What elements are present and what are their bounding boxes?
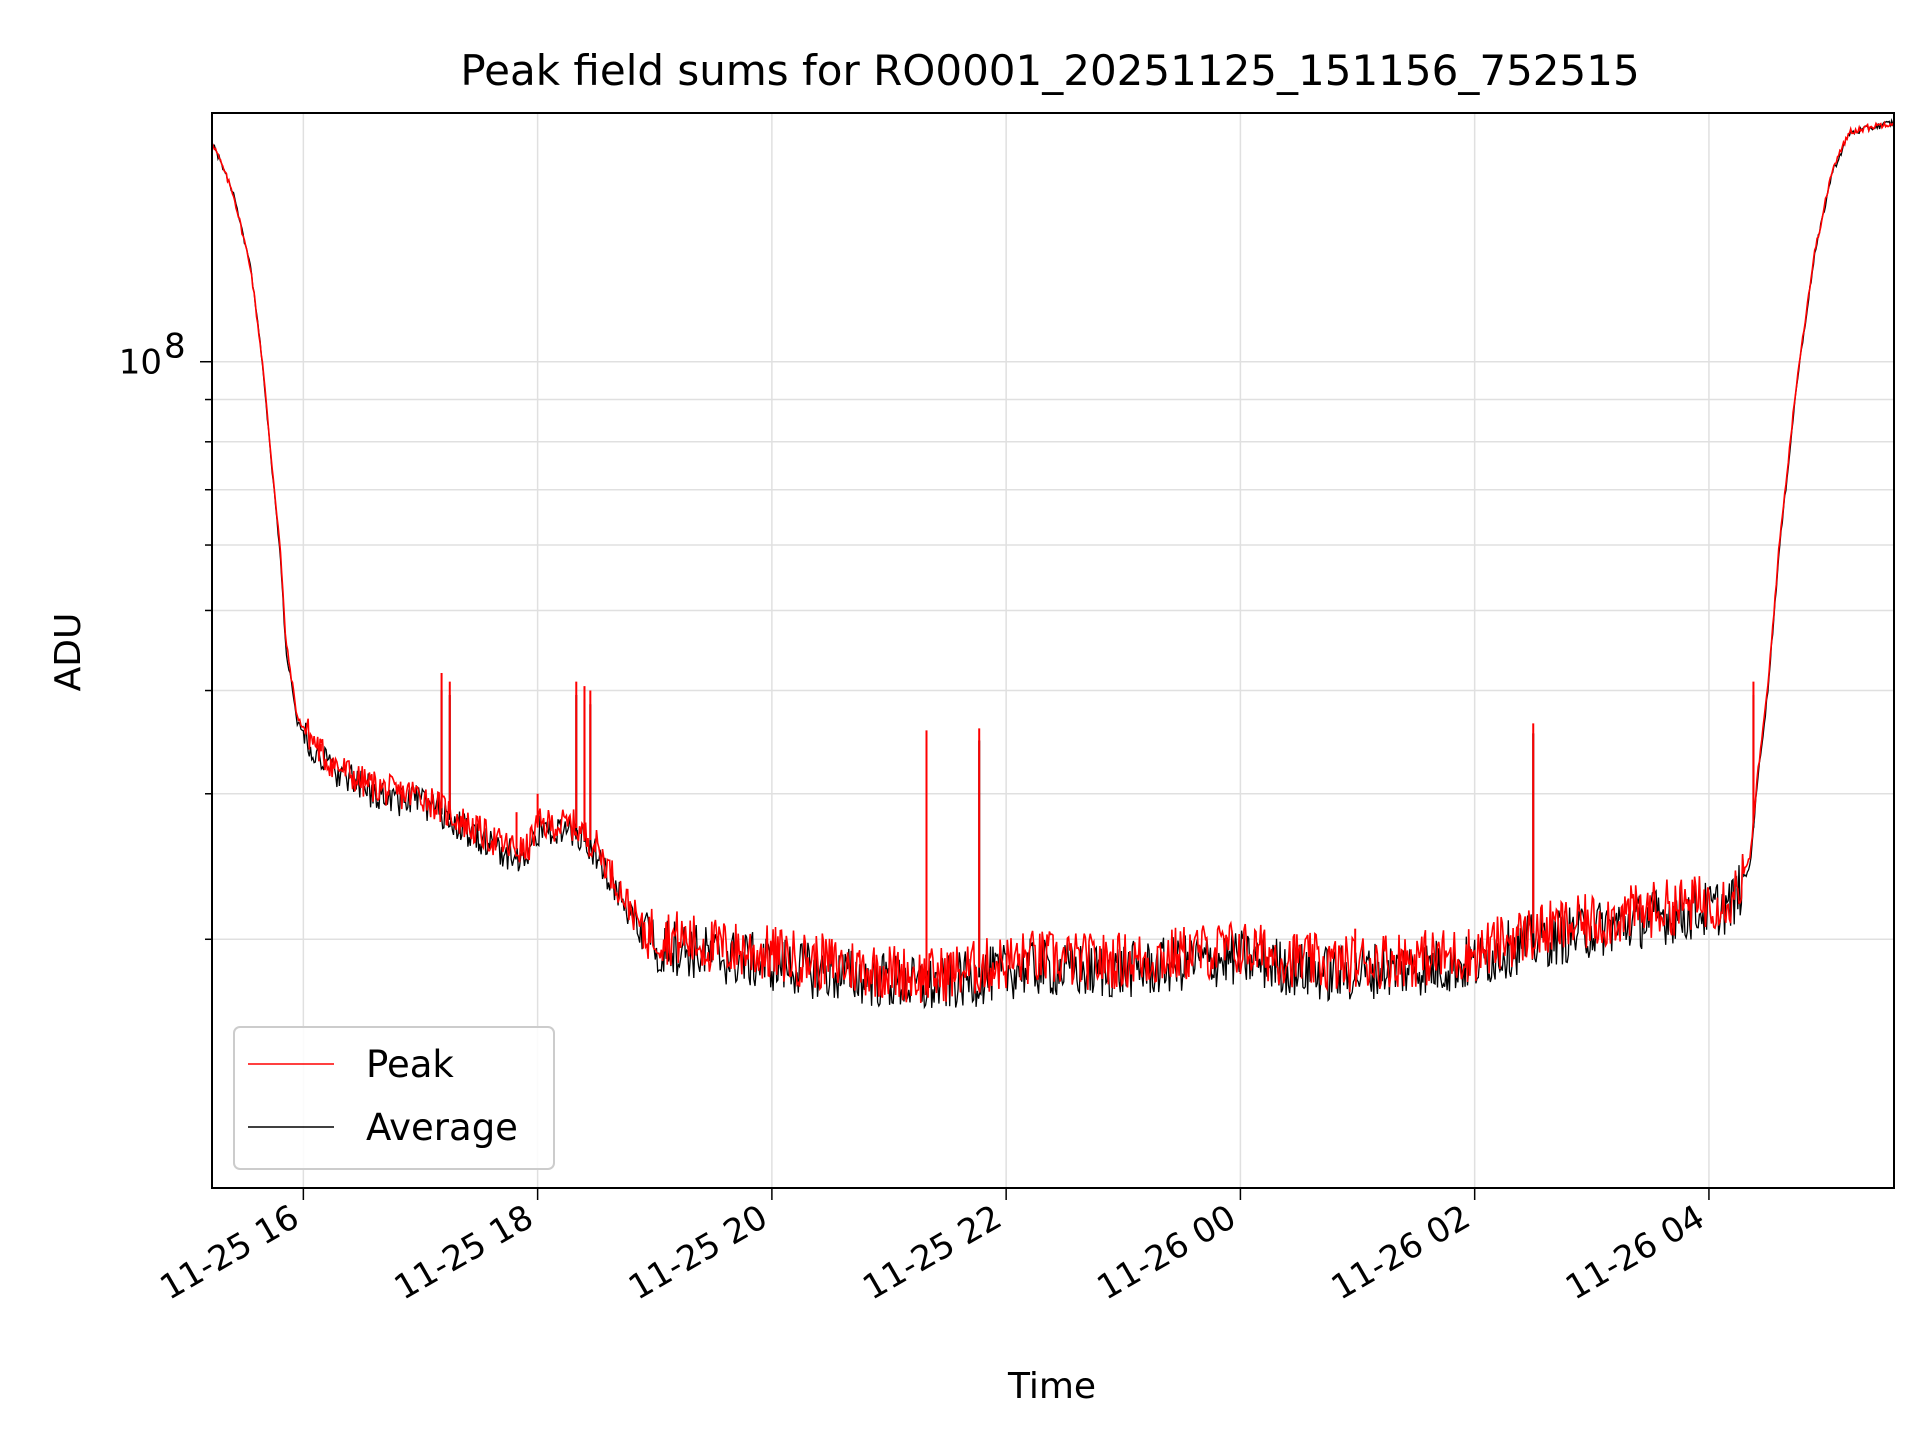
y-tick-label-exponent: 8 [164,327,186,367]
series-line-peak [212,120,1894,1004]
series-line-average [212,118,1894,1010]
chart-title: Peak field sums for RO0001_20251125_1511… [460,46,1639,95]
legend-box [233,1026,555,1170]
legend-label-average: Average [366,1106,518,1149]
grid [212,113,1894,1188]
series-group [212,118,1894,1010]
x-axis-label: Time [1007,1366,1096,1407]
plot-frame [211,112,1895,1189]
legend-label-peak: Peak [366,1043,454,1086]
y-tick-label: 10 [119,343,162,383]
legend: Peak Average [233,1026,555,1170]
y-axis-label: ADU [48,613,89,692]
